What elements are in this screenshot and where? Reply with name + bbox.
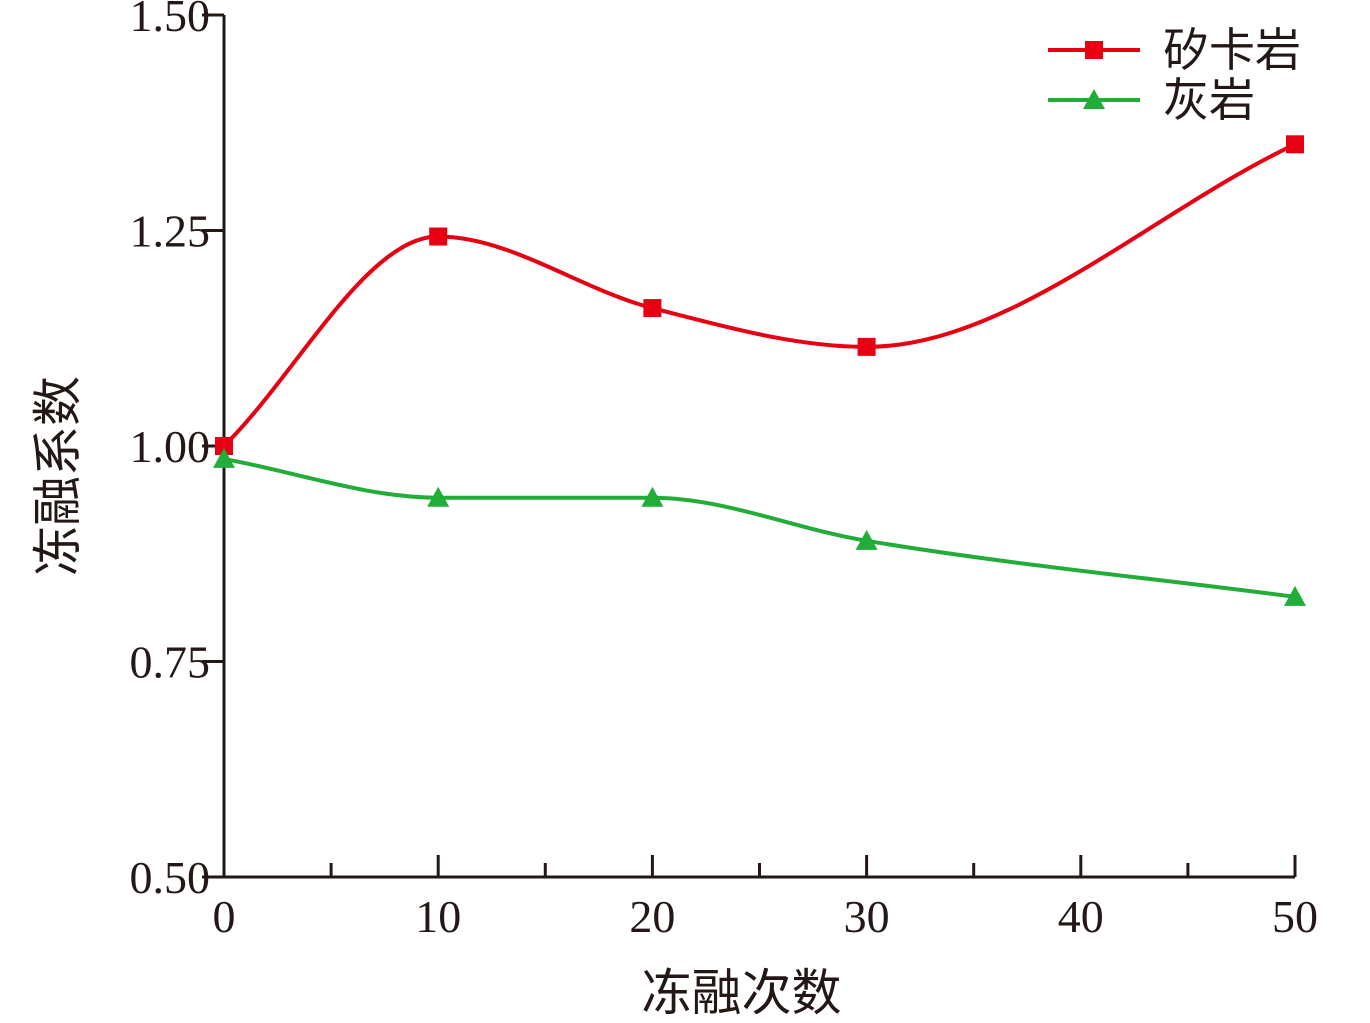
y-tick-label: 1.00: [130, 421, 211, 472]
series-line: [223, 456, 1296, 599]
x-ticks: 0 10 20 30 40 50: [213, 855, 1318, 942]
data-point: [1286, 135, 1304, 154]
x-tick-label: 40: [1058, 891, 1104, 942]
x-tick-label: 10: [415, 891, 461, 942]
y-ticks: 0.50 0.75 1.00 1.25 1.50: [130, 0, 224, 903]
legend-marker: [1085, 41, 1103, 59]
data-point: [427, 486, 450, 507]
legend-marker: [1083, 89, 1105, 109]
y-tick-label: 1.50: [130, 0, 211, 41]
data-point: [857, 337, 876, 356]
series-1: [215, 135, 1304, 455]
series-line: [222, 142, 1296, 448]
data-point: [855, 529, 878, 550]
x-tick-label: 0: [213, 891, 236, 942]
legend-label: 矽卡岩: [1163, 23, 1301, 77]
y-tick-label: 0.75: [130, 637, 211, 688]
series-2: [213, 447, 1306, 606]
legend-label: 灰岩: [1163, 73, 1255, 127]
axes: [222, 15, 1295, 879]
data-point: [213, 447, 235, 468]
x-tick-label: 20: [629, 891, 675, 942]
legend-item: 矽卡岩: [1048, 23, 1301, 77]
data-point: [643, 299, 662, 318]
x-tick-label: 50: [1272, 891, 1318, 942]
x-tick-label: 30: [844, 891, 890, 942]
y-tick-label: 1.25: [130, 206, 211, 257]
series-layer: [213, 135, 1306, 606]
x-axis-title: 冻融次数: [642, 964, 842, 1022]
y-axis-title: 冻融系数: [29, 376, 87, 576]
data-point: [1284, 585, 1306, 606]
data-point: [215, 437, 233, 455]
legend-item: 灰岩: [1048, 73, 1255, 127]
y-tick-label: 0.50: [130, 852, 211, 903]
data-point: [641, 486, 664, 507]
data-point: [429, 227, 448, 246]
